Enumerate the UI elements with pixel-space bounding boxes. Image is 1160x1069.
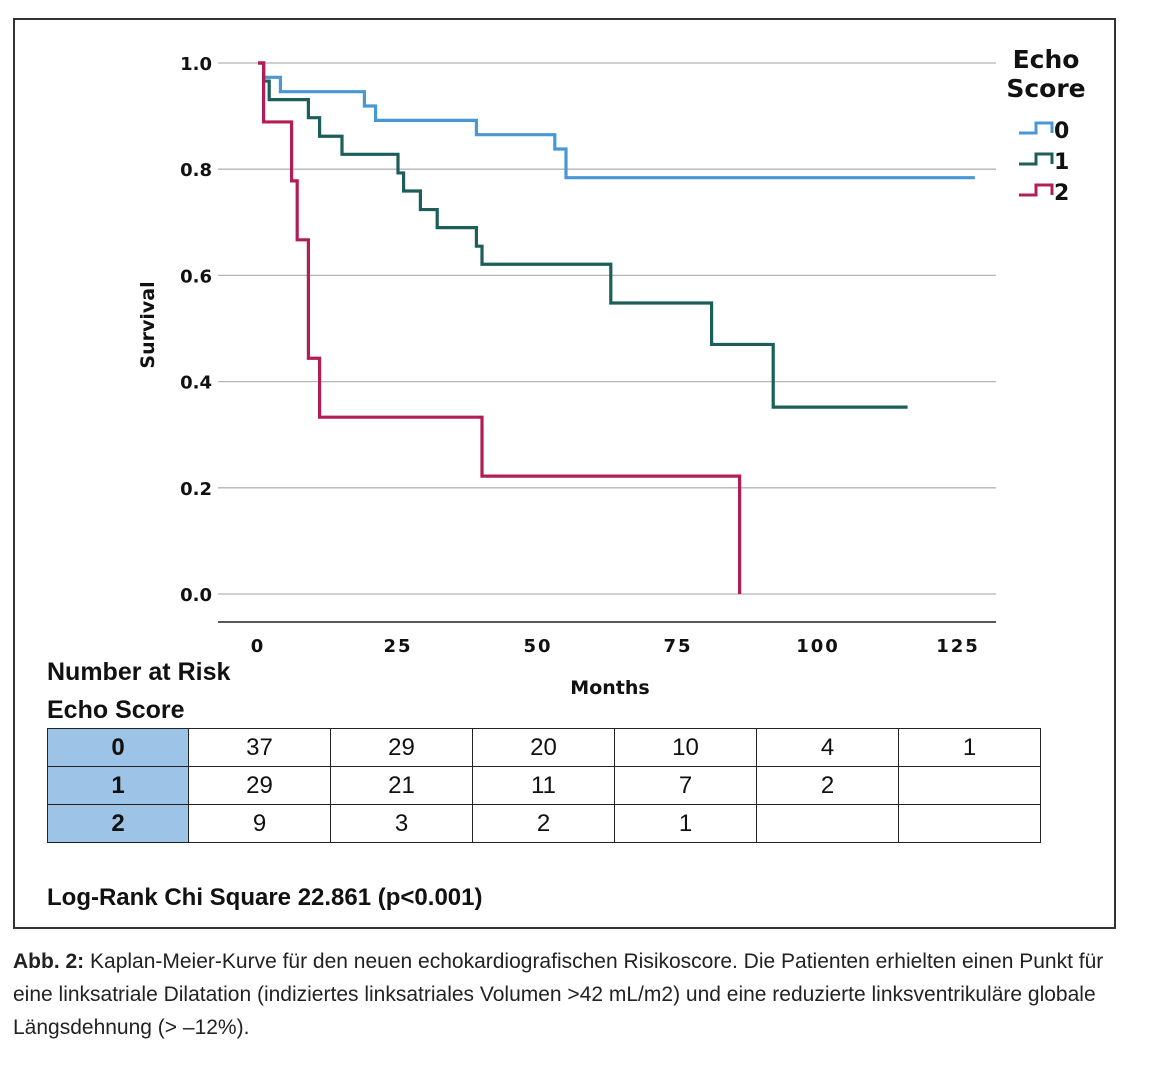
risk-cell: 3 (330, 804, 473, 843)
legend-swatch-0 (1019, 121, 1054, 135)
risk-cell: 37 (188, 728, 331, 767)
risk-cell (756, 804, 899, 843)
legend-label-1: 1 (1054, 150, 1069, 175)
survival-chart: 0.0 0.2 0.4 0.6 0.8 1.0 0 25 50 75 100 125 Months Sur… (137, 45, 1086, 699)
axes: 0.0 0.2 0.4 0.6 0.8 1.0 0 25 50 75 100 125 Months Sur… (137, 54, 996, 699)
risk-cell: 20 (472, 728, 615, 767)
risk-cell: 1 (614, 804, 757, 843)
x-tick-label: 25 (383, 636, 412, 657)
risk-row-0: 0 37 29 20 10 4 1 (47, 728, 1041, 767)
risk-cell: 7 (614, 766, 757, 805)
legend-title-line2: Score (1006, 74, 1085, 103)
risk-cell: 2 (472, 804, 615, 843)
risk-cell: 21 (330, 766, 473, 805)
series-lines (258, 61, 975, 594)
legend-label-2: 2 (1054, 181, 1069, 206)
risk-row-1: 1 29 21 11 7 2 (47, 766, 1041, 805)
risk-cell: 29 (330, 728, 473, 767)
x-axis-title: Months (570, 677, 649, 699)
y-tick-label: 0.2 (180, 479, 212, 500)
grid-lines (218, 62, 996, 595)
risk-cell (898, 804, 1041, 843)
legend-label-0: 0 (1054, 119, 1069, 144)
risk-row-2: 2 9 3 2 1 (47, 804, 1041, 843)
x-tick-label: 50 (523, 636, 552, 657)
risk-cell: 29 (188, 766, 331, 805)
risk-table: 0 37 29 20 10 4 1 1 29 21 11 7 2 2 9 3 2… (47, 728, 1041, 843)
risk-cell (898, 766, 1041, 805)
risk-cell: 4 (756, 728, 899, 767)
x-tick-label: 100 (796, 636, 840, 657)
figure-caption: Abb. 2: Kaplan-Meier-Kurve für den neuen… (13, 945, 1143, 1044)
risk-cell: 9 (188, 804, 331, 843)
y-tick-label: 1.0 (180, 54, 212, 75)
y-axis-title: Survival (137, 281, 159, 368)
series-line-1 (258, 61, 908, 409)
caption-text: Kaplan-Meier-Kurve für den neuen echokar… (13, 950, 1104, 1039)
risk-cell: 1 (898, 728, 1041, 767)
series-line-2 (258, 61, 742, 594)
x-tick-label: 75 (663, 636, 692, 657)
x-tick-label: 125 (936, 636, 980, 657)
risk-table-title-line2: Echo Score (47, 696, 185, 724)
risk-cell: 11 (472, 766, 615, 805)
log-rank-text: Log-Rank Chi Square 22.861 (p<0.001) (47, 884, 483, 911)
risk-row-label: 1 (47, 766, 189, 805)
x-tick-label: 0 (251, 636, 266, 657)
y-tick-label: 0.6 (180, 266, 212, 287)
figure-frame (13, 18, 1116, 929)
risk-row-label: 2 (47, 804, 189, 843)
risk-table-title-line1: Number at Risk (47, 658, 231, 686)
series-line-0 (258, 61, 975, 180)
risk-row-label: 0 (47, 728, 189, 767)
y-tick-label: 0.0 (180, 585, 212, 606)
risk-cell: 2 (756, 766, 899, 805)
legend-title-line1: Echo (1013, 45, 1080, 74)
y-tick-label: 0.8 (180, 160, 212, 181)
legend-swatch-2 (1019, 183, 1054, 197)
caption-label: Abb. 2: (13, 950, 85, 973)
risk-cell: 10 (614, 728, 757, 767)
y-tick-label: 0.4 (180, 373, 212, 394)
legend-swatch-1 (1019, 152, 1054, 166)
